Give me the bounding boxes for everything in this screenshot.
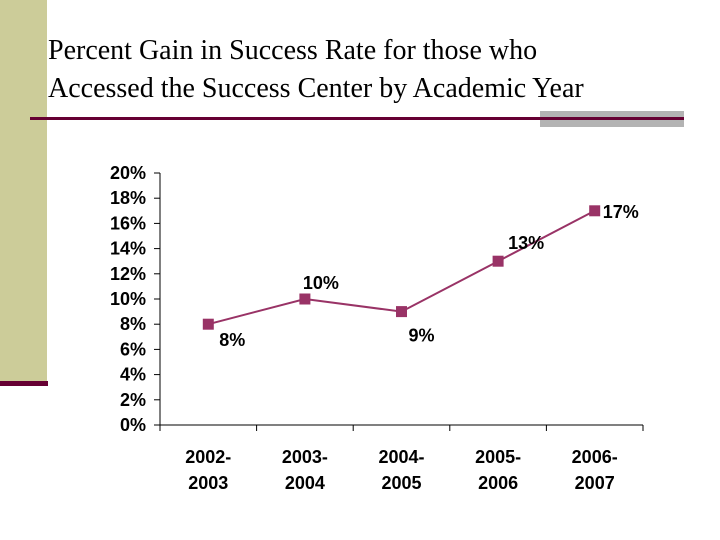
series-markers [202, 205, 601, 330]
y-tick-label: 16% [110, 213, 146, 233]
data-label: 17% [603, 202, 639, 222]
x-tick-label: 2006-2007 [572, 447, 618, 493]
y-tick-label: 20% [110, 163, 146, 183]
data-point-marker [589, 205, 601, 217]
y-tick-label: 6% [120, 339, 146, 359]
slide-title-line-1: Percent Gain in Success Rate for those w… [48, 35, 538, 66]
y-tick-label: 0% [120, 415, 146, 435]
slide-title: Percent Gain in Success Rate for those w… [48, 32, 708, 108]
x-tick-label: 2004-2005 [378, 447, 424, 493]
x-tick-label: 2002-2003 [185, 447, 231, 493]
y-tick-label: 12% [110, 264, 146, 284]
left-band-underline [0, 381, 48, 386]
y-tick-label: 18% [110, 188, 146, 208]
x-tick-label: 2005-2006 [475, 447, 521, 493]
y-tick-label: 8% [120, 314, 146, 334]
data-label: 8% [219, 330, 245, 350]
title-rule-accent [540, 111, 684, 127]
data-point-marker [299, 293, 311, 305]
y-tick-label: 14% [110, 239, 146, 259]
title-rule [30, 117, 642, 120]
x-axis-ticks: 2002-2003 2003-2004 2004-2005 2005-2006 2006… [159, 425, 644, 493]
left-decorative-band [0, 0, 47, 386]
slide-title-line-2: Accessed the Success Center by Academic … [48, 73, 584, 104]
data-label: 9% [408, 326, 434, 346]
y-axis-ticks: 0% 2% 4% 6% 8% 10% 12% 14% 16% 18% 20% [110, 163, 160, 435]
data-point-marker [492, 255, 504, 267]
y-tick-label: 10% [110, 289, 146, 309]
chart-axes [159, 173, 643, 426]
data-label: 13% [508, 233, 544, 253]
y-tick-label: 4% [120, 365, 146, 385]
data-point-marker [202, 318, 214, 330]
data-point-marker [396, 306, 407, 318]
x-tick-label: 2003-2004 [282, 447, 328, 493]
data-labels: 8% 10% 9% 13% 17% [219, 202, 638, 350]
data-label: 10% [303, 273, 339, 293]
y-tick-label: 2% [120, 390, 146, 410]
